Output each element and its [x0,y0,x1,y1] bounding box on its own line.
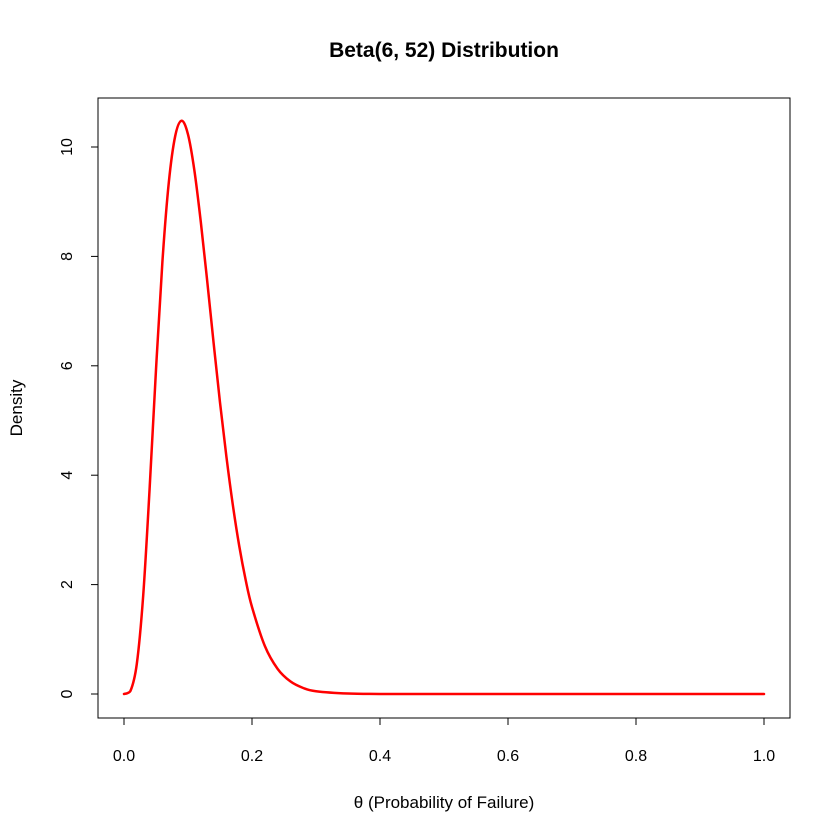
y-axis: 0 2 4 6 8 10 [59,138,99,698]
x-tick-label: 0.2 [241,748,263,765]
x-tick-label: 0.0 [113,748,135,765]
y-axis-label: Density [7,379,26,436]
y-tick-label: 0 [59,689,76,698]
x-tick-label: 0.8 [625,748,647,765]
x-axis: 0.0 0.2 0.4 0.6 0.8 1.0 [113,717,775,765]
plot-frame [97,97,791,719]
series-line [122,119,766,696]
y-tick-label: 4 [59,471,76,480]
y-tick-label: 6 [59,361,76,370]
x-tick-label: 0.6 [497,748,519,765]
chart-title: Beta(6, 52) Distribution [329,39,559,62]
y-tick-label: 8 [59,252,76,261]
x-tick-label: 0.4 [369,748,391,765]
y-tick-label: 2 [59,580,76,589]
x-tick-label: 1.0 [753,748,775,765]
x-axis-label: θ (Probability of Failure) [354,793,534,812]
y-tick-label: 10 [59,138,76,156]
